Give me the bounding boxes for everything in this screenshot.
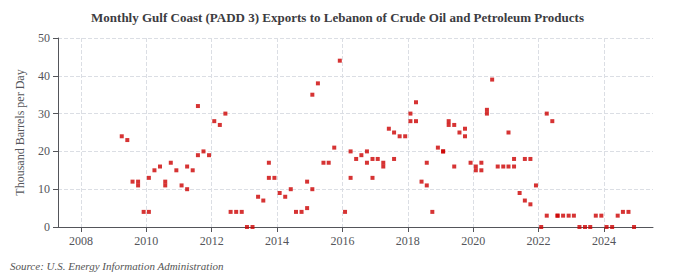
svg-text:20: 20 <box>38 144 50 158</box>
svg-text:Monthly Gulf Coast (PADD 3) Ex: Monthly Gulf Coast (PADD 3) Exports to L… <box>91 10 584 25</box>
svg-text:2018: 2018 <box>396 234 420 248</box>
svg-text:0: 0 <box>44 220 50 234</box>
svg-text:Source: U.S. Energy Informatio: Source: U.S. Energy Information Administ… <box>10 260 224 272</box>
svg-text:2016: 2016 <box>330 234 354 248</box>
svg-text:40: 40 <box>38 69 50 83</box>
svg-text:2022: 2022 <box>527 234 551 248</box>
svg-text:Thousand Barrels per Day: Thousand Barrels per Day <box>13 69 27 195</box>
svg-text:30: 30 <box>38 107 50 121</box>
svg-text:2008: 2008 <box>69 234 93 248</box>
svg-text:2024: 2024 <box>592 234 616 248</box>
svg-text:2020: 2020 <box>461 234 485 248</box>
svg-text:50: 50 <box>38 31 50 45</box>
svg-text:2012: 2012 <box>200 234 224 248</box>
svg-text:2014: 2014 <box>265 234 289 248</box>
svg-text:2010: 2010 <box>134 234 158 248</box>
svg-text:10: 10 <box>38 182 50 196</box>
